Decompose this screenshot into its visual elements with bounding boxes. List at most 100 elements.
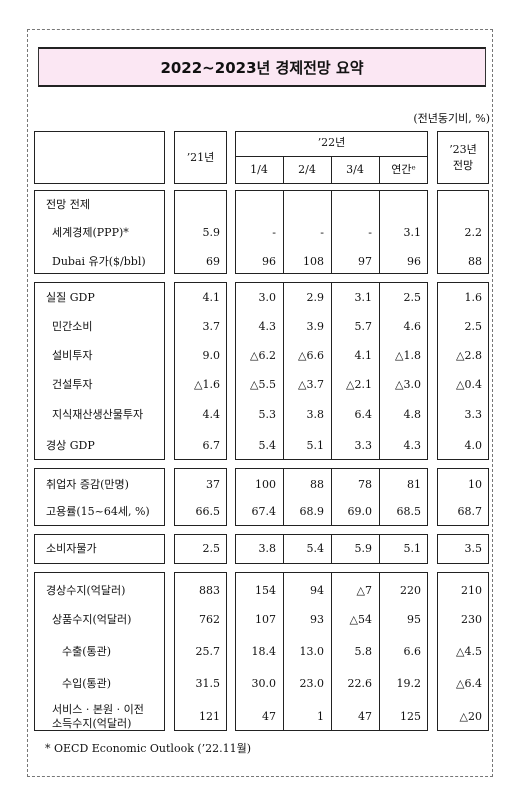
group-2023-cell xyxy=(437,190,489,274)
row-value: 2.5 xyxy=(464,320,483,333)
row-value: 5.9 xyxy=(202,226,221,239)
group-label-cell xyxy=(34,468,165,526)
row-value: 3.3 xyxy=(464,408,483,421)
row-value: 23.0 xyxy=(299,677,325,690)
unit-note: (전년동기비, %) xyxy=(413,112,490,125)
row-value: △20 xyxy=(459,710,482,723)
header-2023-cell xyxy=(437,131,489,184)
group-2021-cell xyxy=(174,468,227,526)
row-value: 2.5 xyxy=(403,291,422,304)
quarter-divider xyxy=(331,468,332,526)
group-2021-cell xyxy=(174,572,227,731)
row-value: 883 xyxy=(199,584,220,597)
row-value: 3.8 xyxy=(258,542,277,555)
row-value: 66.5 xyxy=(195,505,221,518)
row-value: △3.7 xyxy=(298,378,324,391)
row-value: 5.7 xyxy=(354,320,373,333)
quarter-divider xyxy=(283,468,284,526)
row-value: 210 xyxy=(461,584,482,597)
quarter-divider xyxy=(331,190,332,274)
footnote: * OECD Economic Outlook (’22.11월) xyxy=(45,742,252,755)
quarter-divider xyxy=(379,572,380,731)
row-value: 6.4 xyxy=(354,408,373,421)
row-value: 67.4 xyxy=(251,505,277,518)
row-value: △54 xyxy=(349,613,372,626)
row-value: 94 xyxy=(310,584,324,597)
quarter-divider xyxy=(283,534,284,564)
group-label-cell xyxy=(34,534,165,564)
row-value: 4.3 xyxy=(258,320,277,333)
header-q1: 1/4 xyxy=(250,163,268,176)
row-value: △7 xyxy=(356,584,372,597)
row-value: 88 xyxy=(310,478,324,491)
group-label-cell xyxy=(34,572,165,731)
row-value: 96 xyxy=(407,255,421,268)
row-value: 68.7 xyxy=(457,505,483,518)
row-value: △6.6 xyxy=(298,349,324,362)
row-value: 68.5 xyxy=(396,505,422,518)
group-label-cell xyxy=(34,282,165,460)
row-value: 78 xyxy=(358,478,372,491)
row-value: 4.3 xyxy=(403,439,422,452)
header-2021: ’21년 xyxy=(186,151,215,164)
row-value: 3.1 xyxy=(403,226,422,239)
row-value: △1.6 xyxy=(194,378,220,391)
row-value: △0.4 xyxy=(456,378,482,391)
row-value: 1.6 xyxy=(464,291,483,304)
header-2023-line2: 전망 xyxy=(452,159,474,172)
row-value: 93 xyxy=(310,613,324,626)
row-value: 96 xyxy=(262,255,276,268)
row-value: - xyxy=(272,226,276,239)
row-label: 세계경제(PPP)* xyxy=(52,226,129,239)
row-value: △1.8 xyxy=(395,349,421,362)
row-value: 9.0 xyxy=(202,349,221,362)
row-value: 6.6 xyxy=(403,645,422,658)
quarter-divider xyxy=(283,282,284,460)
quarter-divider xyxy=(379,534,380,564)
group-2021-cell xyxy=(174,534,227,564)
row-value: 5.9 xyxy=(354,542,373,555)
row-value: 108 xyxy=(303,255,324,268)
row-label: 상품수지(억달러) xyxy=(52,613,132,626)
group-2023-cell xyxy=(437,572,489,731)
row-label: Dubai 유가($/bbl) xyxy=(52,255,146,268)
row-value: 3.1 xyxy=(354,291,373,304)
row-value: 3.8 xyxy=(306,408,325,421)
header-q2: 2/4 xyxy=(298,163,316,176)
quarter-divider xyxy=(379,190,380,274)
row-value: 3.0 xyxy=(258,291,277,304)
quarter-divider xyxy=(379,282,380,460)
page-frame xyxy=(27,29,493,777)
header-label-cell xyxy=(34,131,165,184)
quarter-divider xyxy=(283,190,284,274)
row-label: 수입(통관) xyxy=(62,677,112,690)
header-quarter-divider xyxy=(283,156,284,184)
row-value: 69.0 xyxy=(347,505,373,518)
row-value: 81 xyxy=(407,478,421,491)
row-value: 762 xyxy=(199,613,220,626)
row-value: 22.6 xyxy=(347,677,373,690)
row-value: △4.5 xyxy=(456,645,482,658)
group-label-cell xyxy=(34,190,165,274)
row-value: 10 xyxy=(468,478,482,491)
row-value: 4.1 xyxy=(354,349,373,362)
row-value: 125 xyxy=(400,710,421,723)
row-value: 121 xyxy=(199,710,220,723)
row-value: 6.7 xyxy=(202,439,221,452)
row-value: 4.1 xyxy=(202,291,221,304)
row-value: 1 xyxy=(317,710,324,723)
row-value: △6.2 xyxy=(250,349,276,362)
group-2023-cell xyxy=(437,282,489,460)
row-value: 69 xyxy=(206,255,220,268)
row-value: 107 xyxy=(255,613,276,626)
row-label: 서비스 · 본원 · 이전 소득수지(억달러) xyxy=(52,703,144,730)
group-2021-cell xyxy=(174,282,227,460)
quarter-divider xyxy=(379,468,380,526)
row-value: 4.6 xyxy=(403,320,422,333)
header-2023-line1: ’23년 xyxy=(449,143,477,156)
row-label: 경상 GDP xyxy=(46,439,95,452)
quarter-divider xyxy=(331,572,332,731)
row-label: 민간소비 xyxy=(52,320,93,333)
row-value: 5.4 xyxy=(258,439,277,452)
row-value: 95 xyxy=(407,613,421,626)
